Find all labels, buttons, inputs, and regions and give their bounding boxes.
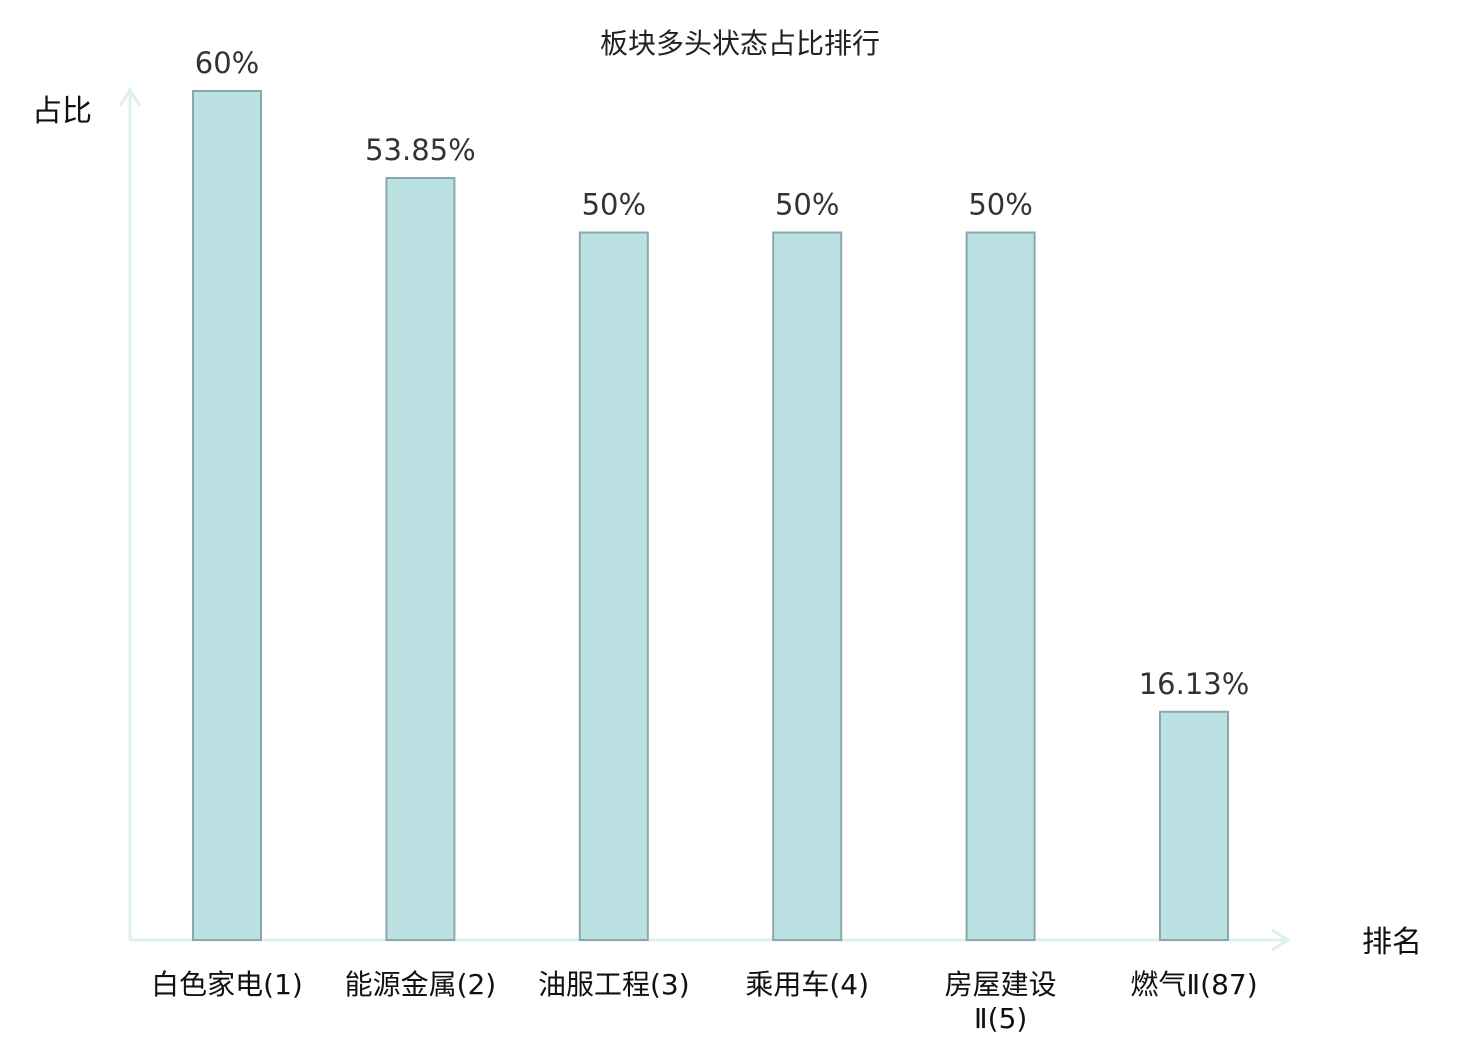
bar-2 [385, 177, 456, 941]
category-label-4: 乘用车(4) [745, 968, 869, 1001]
x-axis-label: 排名 [1362, 925, 1422, 960]
bar-1 [192, 90, 262, 941]
bars-group [192, 90, 1229, 941]
value-label-4: 50% [775, 188, 839, 222]
value-label-5: 50% [968, 188, 1032, 222]
category-label-4-line-1: 乘用车(4) [745, 968, 869, 1001]
x-axis-arrow [1271, 928, 1291, 952]
bar-6 [1159, 710, 1229, 941]
category-label-3-line-1: 油服工程(3) [538, 968, 690, 1001]
category-label-6: 燃气Ⅱ(87) [1130, 968, 1257, 1001]
y-axis-arrow [118, 87, 142, 107]
value-label-3: 50% [582, 188, 646, 222]
category-label-2-line-1: 能源金属(2) [345, 968, 497, 1001]
bar-3 [578, 231, 649, 941]
category-label-2: 能源金属(2) [345, 968, 497, 1001]
category-label-1: 白色家电(1) [151, 968, 303, 1001]
category-label-5-line-2: Ⅱ(5) [974, 1002, 1027, 1035]
category-label-1-line-1: 白色家电(1) [151, 968, 303, 1001]
category-label-5: 房屋建设 Ⅱ(5) [945, 968, 1057, 1035]
bar-4 [772, 231, 843, 941]
category-labels-group: 白色家电(1) 能源金属(2) 油服工程(3) 乘用车(4) 房屋建设 Ⅱ(5) 燃气Ⅱ(8… [151, 968, 1257, 1035]
value-label-6: 16.13% [1139, 667, 1250, 701]
chart-title: 板块多头状态占比排行 [600, 27, 880, 60]
value-labels-group: 60% 53.85% 50% 50% 50% 16.13% [195, 46, 1250, 701]
category-label-6-line-1: 燃气Ⅱ(87) [1130, 968, 1257, 1001]
axes [118, 87, 1291, 952]
y-axis-label: 占比 [32, 94, 92, 129]
category-label-5-line-1: 房屋建设 [945, 968, 1057, 1001]
value-label-1: 60% [195, 46, 259, 80]
bar-5 [965, 231, 1036, 941]
value-label-2: 53.85% [365, 133, 476, 167]
category-label-3: 油服工程(3) [538, 968, 690, 1001]
